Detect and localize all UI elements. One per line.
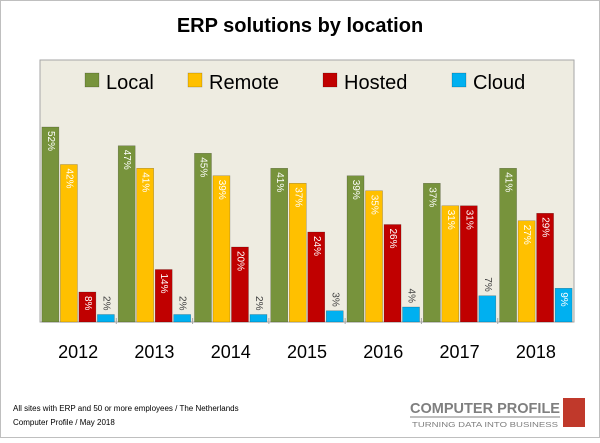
data-label-hosted-2015: 24% (311, 236, 322, 256)
bar-remote-2014 (212, 175, 231, 323)
footer-note-line1: All sites with ERP and 50 or more employ… (13, 404, 239, 413)
data-label-local-2016: 39% (350, 180, 361, 200)
data-label-local-2015: 41% (274, 172, 285, 192)
data-label-cloud-2013: 2% (177, 296, 188, 311)
brand-name: COMPUTER PROFILE (410, 400, 560, 417)
bar-cloud-2014 (249, 314, 268, 323)
data-label-remote-2017: 31% (445, 210, 456, 230)
bar-remote-2012 (60, 164, 78, 323)
bar-remote-2016 (365, 190, 383, 323)
x-tick-label-2013: 2013 (134, 342, 174, 362)
x-tick-label-2012: 2012 (58, 342, 98, 362)
bar-local-2017 (423, 183, 441, 323)
data-label-cloud-2015: 3% (329, 292, 340, 307)
data-label-remote-2018: 27% (521, 225, 532, 245)
x-tick-label-2018: 2018 (516, 342, 556, 362)
bar-cloud-2017 (478, 295, 497, 323)
data-label-local-2017: 37% (426, 187, 437, 207)
data-label-hosted-2014: 20% (234, 251, 245, 271)
footer-note-line2: Computer Profile / May 2018 (13, 418, 115, 427)
data-label-local-2013: 47% (121, 150, 132, 170)
bar-local-2014 (194, 153, 212, 323)
data-label-local-2014: 45% (197, 157, 208, 177)
data-label-cloud-2012: 2% (100, 296, 111, 311)
x-tick-label-2015: 2015 (287, 342, 327, 362)
bar-local-2012 (41, 126, 60, 323)
bar-cloud-2015 (326, 310, 344, 323)
bar-hosted-2013 (154, 269, 173, 323)
legend-swatch-remote (187, 72, 203, 88)
bar-hosted-2014 (231, 246, 249, 323)
bar-local-2015 (270, 168, 288, 323)
legend-swatch-hosted (322, 72, 338, 88)
bar-hosted-2016 (383, 224, 402, 323)
legend-label-cloud: Cloud (473, 72, 525, 94)
data-label-hosted-2016: 26% (387, 229, 398, 249)
data-label-local-2018: 41% (503, 172, 514, 192)
legend-label-hosted: Hosted (344, 72, 407, 94)
bar-local-2016 (346, 175, 365, 323)
bar-local-2013 (117, 145, 136, 323)
bar-hosted-2015 (307, 231, 325, 323)
legend-swatch-cloud (451, 72, 467, 88)
data-label-cloud-2017: 7% (482, 277, 493, 292)
x-tick-label-2014: 2014 (211, 342, 251, 362)
legend: Local Remote Hosted Cloud (84, 72, 525, 94)
bar-cloud-2016 (402, 306, 420, 323)
legend-swatch-local (84, 72, 100, 88)
bar-local-2018 (499, 168, 517, 323)
data-label-remote-2012: 42% (63, 169, 74, 189)
data-label-cloud-2016: 4% (406, 289, 417, 304)
data-label-remote-2015: 37% (292, 187, 303, 207)
data-label-hosted-2018: 29% (540, 217, 551, 237)
bar-cloud-2013 (173, 314, 191, 323)
data-label-cloud-2018: 9% (558, 292, 569, 307)
bar-cloud-2012 (97, 314, 115, 323)
x-axis-labels: 2012 2013 2014 2015 2016 2017 2018 (58, 342, 556, 362)
bar-remote-2013 (136, 168, 154, 323)
brand-logo: COMPUTER PROFILE TURNING DATA INTO BUSIN… (410, 398, 585, 429)
legend-label-remote: Remote (209, 72, 279, 94)
x-tick-label-2017: 2017 (440, 342, 480, 362)
data-label-hosted-2013: 14% (158, 274, 169, 294)
data-label-remote-2014: 39% (216, 180, 227, 200)
data-label-remote-2013: 41% (140, 172, 151, 192)
brand-accent-square (563, 398, 585, 427)
bar-hosted-2017 (460, 205, 478, 323)
bar-hosted-2012 (78, 291, 97, 323)
chart-title: ERP solutions by location (177, 15, 423, 37)
bar-remote-2018 (517, 220, 536, 323)
data-label-local-2012: 52% (45, 131, 56, 151)
data-label-cloud-2014: 2% (253, 296, 264, 311)
bar-hosted-2018 (536, 213, 554, 323)
bar-remote-2017 (441, 205, 460, 323)
bar-remote-2015 (289, 183, 307, 323)
data-label-hosted-2017: 31% (463, 210, 474, 230)
x-tick-label-2016: 2016 (363, 342, 403, 362)
bars-group: 52% 42% 8% 2% 47% 41% 14% 2% 45% 39% 20% 2% 41% 37% 24… (41, 126, 573, 324)
brand-tagline: TURNING DATA INTO BUSINESS (412, 422, 558, 429)
data-label-remote-2016: 35% (369, 195, 380, 215)
data-label-hosted-2012: 8% (82, 296, 93, 311)
bar-cloud-2018 (554, 288, 573, 323)
legend-label-local: Local (106, 72, 154, 94)
